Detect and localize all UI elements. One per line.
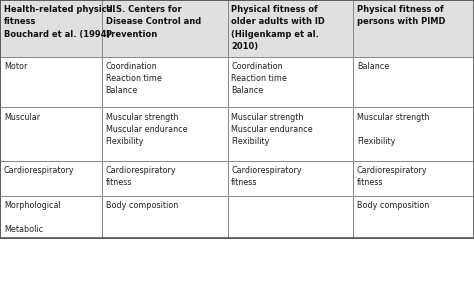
Bar [228, 57, 353, 107]
Text: Coordination
Reaction time
Balance: Coordination Reaction time Balance [106, 62, 162, 95]
Text: Morphological

Metabolic: Morphological Metabolic [4, 201, 61, 234]
Bar [102, 196, 228, 238]
Text: Cardiorespiratory
fitness: Cardiorespiratory fitness [357, 166, 428, 187]
Bar [0, 107, 102, 161]
Text: Physical fitness of
persons with PIMD: Physical fitness of persons with PIMD [357, 5, 446, 26]
Text: Muscular strength
Muscular endurance
Flexibility: Muscular strength Muscular endurance Fle… [106, 113, 187, 146]
Bar [102, 0, 228, 57]
Text: Physical fitness of
older adults with ID
(Hilgenkamp et al.
2010): Physical fitness of older adults with ID… [231, 5, 325, 51]
Text: Body composition: Body composition [106, 201, 178, 210]
Bar [353, 107, 474, 161]
Bar [102, 57, 228, 107]
Bar [0, 196, 102, 238]
Text: Balance: Balance [357, 62, 389, 71]
Bar [0, 161, 102, 196]
Text: Muscular strength

Flexibility: Muscular strength Flexibility [357, 113, 429, 146]
Text: Cardiorespiratory: Cardiorespiratory [4, 166, 74, 175]
Bar [0, 57, 102, 107]
Bar [353, 161, 474, 196]
Bar [0, 0, 102, 57]
Bar [353, 196, 474, 238]
Text: Cardiorespiratory
fitness: Cardiorespiratory fitness [231, 166, 302, 187]
Bar [353, 0, 474, 57]
Bar [228, 0, 353, 57]
Text: Body composition: Body composition [357, 201, 429, 210]
Text: Motor: Motor [4, 62, 27, 71]
Text: Health-related physical
fitness
Bouchard et al. (1994): Health-related physical fitness Bouchard… [4, 5, 115, 39]
Bar [228, 196, 353, 238]
Text: Cardiorespiratory
fitness: Cardiorespiratory fitness [106, 166, 176, 187]
Text: Muscular: Muscular [4, 113, 40, 122]
Bar [228, 107, 353, 161]
Text: Coordination
Reaction time
Balance: Coordination Reaction time Balance [231, 62, 287, 95]
Text: U.S. Centers for
Disease Control and
Prevention: U.S. Centers for Disease Control and Pre… [106, 5, 201, 39]
Bar [353, 57, 474, 107]
Bar [228, 161, 353, 196]
Bar [0, 0, 474, 238]
Text: Muscular strength
Muscular endurance
Flexibility: Muscular strength Muscular endurance Fle… [231, 113, 313, 146]
Bar [102, 161, 228, 196]
Bar [102, 107, 228, 161]
